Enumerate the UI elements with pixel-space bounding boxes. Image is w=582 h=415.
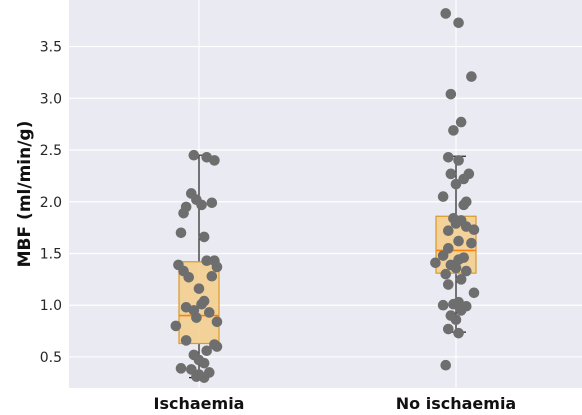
data-point <box>201 255 213 267</box>
data-point <box>458 199 470 211</box>
y-tick-label: 1.0 <box>40 298 62 314</box>
data-point <box>453 235 464 247</box>
data-point <box>460 221 472 232</box>
data-point <box>442 323 454 335</box>
y-tick-label: 1.5 <box>40 246 62 262</box>
points-1 <box>170 149 223 383</box>
data-point <box>198 357 210 369</box>
y-axis-tick-labels: 0.5 1.0 1.5 2.0 2.5 3.0 3.5 <box>40 40 62 366</box>
data-point <box>453 17 464 29</box>
points-2 <box>430 8 480 371</box>
data-point <box>437 191 449 202</box>
data-point <box>440 359 452 371</box>
data-point <box>440 268 452 280</box>
data-point <box>211 316 223 328</box>
data-point <box>175 227 187 239</box>
data-point <box>448 298 459 310</box>
data-point <box>203 307 215 318</box>
data-point <box>468 287 480 299</box>
data-point <box>180 335 192 346</box>
data-point <box>448 125 459 136</box>
data-point <box>450 178 462 190</box>
data-point <box>193 283 205 294</box>
data-point <box>193 369 205 380</box>
data-point <box>440 8 452 19</box>
y-tick-label: 0.5 <box>40 350 62 366</box>
data-point <box>206 270 218 282</box>
data-point <box>196 199 207 211</box>
data-point <box>206 197 218 209</box>
x-axis-category-labels: Ischaemia No ischaemia <box>154 394 517 413</box>
data-point <box>453 155 464 166</box>
data-point <box>450 218 462 229</box>
data-point <box>188 149 200 161</box>
data-point <box>460 265 472 277</box>
x-category-label: Ischaemia <box>154 394 245 413</box>
data-point <box>445 88 457 100</box>
plot-area <box>69 0 582 388</box>
y-tick-label: 3.0 <box>40 91 62 107</box>
y-tick-label: 3.5 <box>40 40 62 56</box>
data-point <box>455 305 467 316</box>
data-point <box>183 271 195 283</box>
data-point <box>442 151 454 163</box>
data-point <box>450 314 462 326</box>
data-point <box>455 274 467 285</box>
data-point <box>437 250 449 261</box>
data-point <box>211 261 223 273</box>
data-point <box>453 327 464 339</box>
data-point <box>453 254 464 266</box>
data-point <box>437 299 449 311</box>
data-point <box>450 262 462 274</box>
y-tick-label: 2.0 <box>40 195 62 211</box>
data-point <box>466 237 477 249</box>
data-point <box>458 173 470 185</box>
x-category-label: No ischaemia <box>396 394 516 413</box>
y-tick-label: 2.5 <box>40 143 62 159</box>
data-point <box>175 363 187 374</box>
points-layer <box>170 8 480 383</box>
data-point <box>430 257 441 269</box>
data-point <box>209 155 220 166</box>
data-point <box>170 320 182 332</box>
data-point <box>198 231 210 243</box>
data-point <box>211 341 223 352</box>
data-point <box>445 168 457 180</box>
data-point <box>201 345 213 357</box>
data-point <box>442 225 454 237</box>
data-point <box>466 71 477 82</box>
data-point <box>442 279 454 290</box>
data-point <box>191 312 202 323</box>
y-axis-title: MBF (ml/min/g) <box>15 121 35 268</box>
data-point <box>178 207 189 219</box>
data-point <box>455 116 467 128</box>
data-point <box>196 298 207 310</box>
